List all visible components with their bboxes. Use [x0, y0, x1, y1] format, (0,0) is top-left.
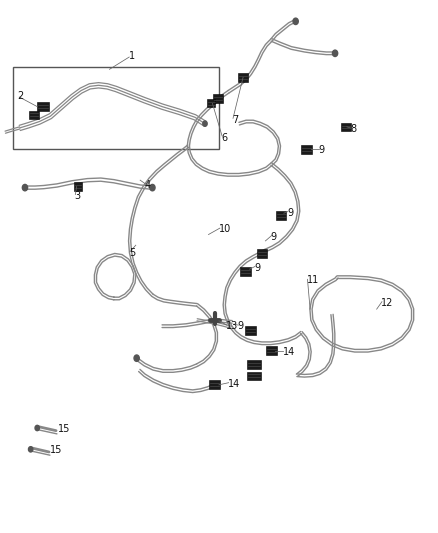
Circle shape [332, 50, 338, 56]
Text: 14: 14 [228, 379, 240, 389]
Bar [266, 346, 277, 355]
Bar [247, 360, 261, 369]
Text: 10: 10 [219, 224, 231, 234]
Text: 15: 15 [50, 445, 63, 455]
Text: 1: 1 [129, 51, 135, 61]
Text: 9: 9 [287, 208, 293, 218]
Text: 9: 9 [237, 321, 244, 331]
Text: 14: 14 [283, 347, 295, 357]
Text: 9: 9 [254, 263, 260, 272]
Bar [341, 123, 351, 131]
Circle shape [28, 447, 33, 452]
Circle shape [150, 184, 155, 191]
Text: 13: 13 [226, 321, 238, 331]
Text: 4: 4 [145, 181, 151, 190]
Circle shape [134, 355, 139, 361]
Bar [13, 67, 219, 149]
Circle shape [35, 425, 39, 431]
Text: 12: 12 [381, 298, 393, 308]
Bar [240, 267, 251, 276]
Circle shape [293, 18, 298, 25]
Bar [301, 144, 312, 154]
Text: 8: 8 [350, 124, 357, 134]
Bar [247, 372, 261, 380]
Bar [29, 110, 39, 118]
Bar [245, 326, 256, 335]
Bar [276, 211, 286, 220]
Bar [209, 381, 220, 389]
Bar [74, 182, 82, 191]
Bar [37, 102, 49, 111]
Text: 5: 5 [129, 248, 135, 258]
Circle shape [22, 184, 28, 191]
Text: 9: 9 [318, 146, 324, 155]
Text: 7: 7 [232, 115, 238, 125]
Text: 11: 11 [307, 276, 319, 285]
Circle shape [203, 121, 207, 126]
Bar [238, 73, 248, 82]
Bar [207, 99, 215, 107]
Text: 9: 9 [271, 232, 277, 241]
Text: 3: 3 [74, 191, 81, 201]
Text: 15: 15 [58, 424, 71, 433]
Bar [257, 248, 267, 257]
Bar [213, 94, 223, 103]
Text: 6: 6 [221, 133, 227, 142]
Text: 2: 2 [18, 91, 24, 101]
